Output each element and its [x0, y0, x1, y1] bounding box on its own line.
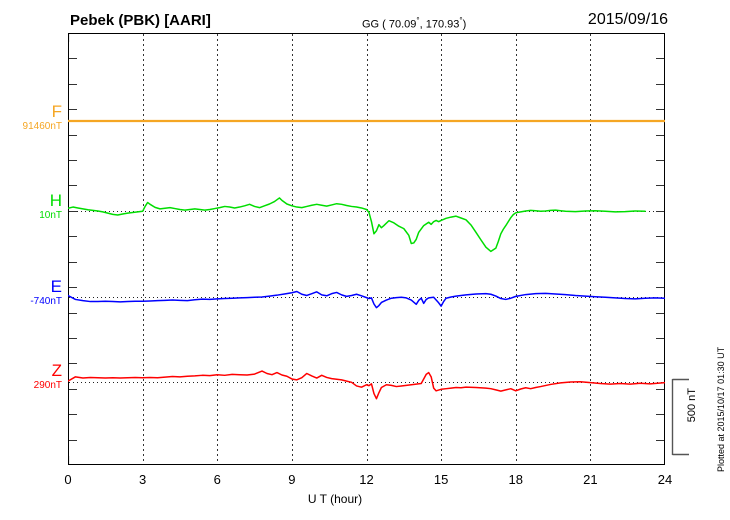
- axis-ticks: [68, 34, 664, 464]
- component-baselines: [69, 121, 664, 383]
- scale-bar: [667, 378, 697, 456]
- degree-symbol-lat: °: [416, 16, 420, 25]
- x-tick-label-9: 9: [288, 472, 296, 487]
- page-title: Pebek (PBK) [AARI]: [70, 12, 211, 29]
- geo-lon-text: , 170.93: [419, 18, 460, 31]
- plot-canvas: [68, 33, 665, 465]
- component-value-z: 290nT: [33, 380, 62, 391]
- x-tick-label-6: 6: [213, 472, 221, 487]
- grid-lines: [143, 34, 591, 464]
- degree-symbol-lon: °: [459, 16, 463, 25]
- x-tick-label-24: 24: [657, 472, 673, 487]
- x-tick-label-21: 21: [583, 472, 598, 487]
- x-tick-label-15: 15: [433, 472, 449, 487]
- geo-lat-text: GG ( 70.09: [362, 18, 417, 31]
- x-tick-label-0: 0: [64, 472, 72, 487]
- trace-h: [68, 197, 646, 253]
- plotted-at-caption: Plotted at 2015/10/17 01:30 UT: [716, 346, 726, 472]
- magnetogram-plot: [68, 33, 665, 465]
- component-letter-h: H: [49, 191, 62, 210]
- x-tick-label-12: 12: [359, 472, 374, 487]
- component-value-f: 91460nT: [22, 121, 62, 132]
- component-label-h: H 10nT: [0, 192, 62, 222]
- trace-z: [68, 370, 665, 400]
- plot-border: [68, 33, 665, 465]
- component-label-f: F 91460nT: [0, 103, 62, 133]
- scale-bar-graphic: [671, 378, 689, 456]
- x-axis-title: U T (hour): [0, 492, 730, 506]
- component-value-h: 10nT: [39, 210, 62, 221]
- component-label-z: Z 290nT: [0, 362, 62, 392]
- component-letter-z: Z: [51, 361, 62, 380]
- component-label-e: E -740nT: [0, 278, 62, 308]
- component-value-e: -740nT: [30, 296, 62, 307]
- scale-bar-label-text: 500 nT: [686, 388, 698, 423]
- scale-bar-label: 500 nT: [684, 326, 698, 422]
- component-letter-f: F: [51, 102, 62, 121]
- data-traces: [68, 119, 665, 400]
- trace-e: [68, 290, 665, 309]
- x-tick-label-18: 18: [508, 472, 523, 487]
- x-tick-label-3: 3: [139, 472, 147, 487]
- x-axis-title-text: U T (hour): [307, 492, 363, 506]
- component-letter-e: E: [50, 277, 62, 296]
- geographic-coordinates: GG ( 70.09°, 170.93°): [362, 16, 466, 31]
- observation-date: 2015/09/16: [587, 11, 668, 28]
- geo-close-paren: ): [462, 18, 467, 31]
